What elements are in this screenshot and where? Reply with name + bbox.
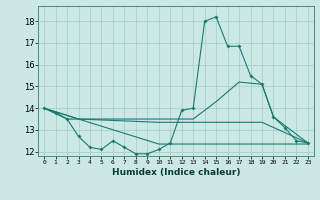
X-axis label: Humidex (Indice chaleur): Humidex (Indice chaleur)	[112, 168, 240, 177]
